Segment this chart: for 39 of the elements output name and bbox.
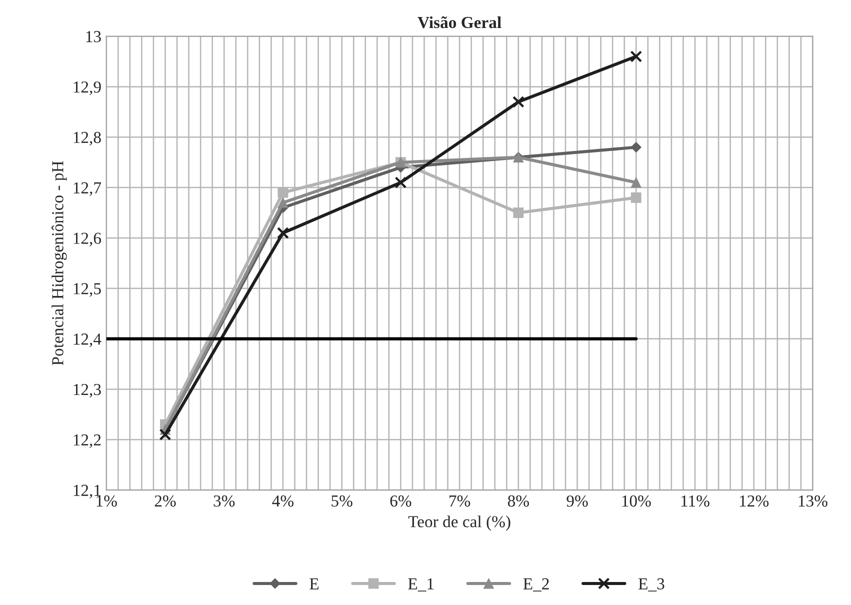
y-tick-label: 12,4 xyxy=(74,334,102,348)
y-tick-label: 12,3 xyxy=(74,384,101,398)
legend-label: E xyxy=(310,578,319,590)
y-tick-label: 12,5 xyxy=(74,283,101,297)
y-tick-label: 12,9 xyxy=(74,81,101,96)
point xyxy=(513,208,524,218)
y-axis-title: Potencial Hidrogeniônico - pH xyxy=(52,161,67,366)
point xyxy=(630,192,642,203)
point xyxy=(159,428,172,441)
x-tick-label: 8% xyxy=(508,495,529,507)
legend-label: E_2 xyxy=(523,578,549,592)
x-tick-label: 2% xyxy=(154,495,176,507)
y-tick-label: 12,6 xyxy=(74,232,102,246)
x-tick-label: 12% xyxy=(740,495,769,507)
x-tick-label: 6% xyxy=(390,495,412,507)
point xyxy=(394,176,407,188)
point xyxy=(278,197,288,208)
x-tick-label: 10% xyxy=(622,495,651,507)
x-tick-label: 9% xyxy=(566,495,588,507)
y-tick-label: 12,2 xyxy=(74,434,101,448)
x-tick-label: 11% xyxy=(681,495,710,507)
y-tick-label: 13 xyxy=(86,31,101,42)
point xyxy=(630,142,642,152)
point xyxy=(630,50,642,62)
x-tick-label: 3% xyxy=(214,495,235,507)
y-tick-label: 12,8 xyxy=(74,132,101,146)
x-tick-label: 4% xyxy=(272,495,294,507)
point xyxy=(278,187,288,198)
x-tick-label: 13% xyxy=(798,495,828,507)
point xyxy=(512,96,524,108)
x-tick-label: 7% xyxy=(450,495,470,507)
legend-label: E_1 xyxy=(408,578,434,592)
x-tick-label: 5% xyxy=(332,495,352,507)
legend-label: E_3 xyxy=(638,578,664,592)
x-axis-title: Teor de cal (%) xyxy=(408,516,510,531)
chart-title: Visão Geral xyxy=(418,16,502,28)
point xyxy=(276,226,289,239)
y-tick-label: 12,7 xyxy=(74,182,102,196)
point xyxy=(630,177,642,188)
